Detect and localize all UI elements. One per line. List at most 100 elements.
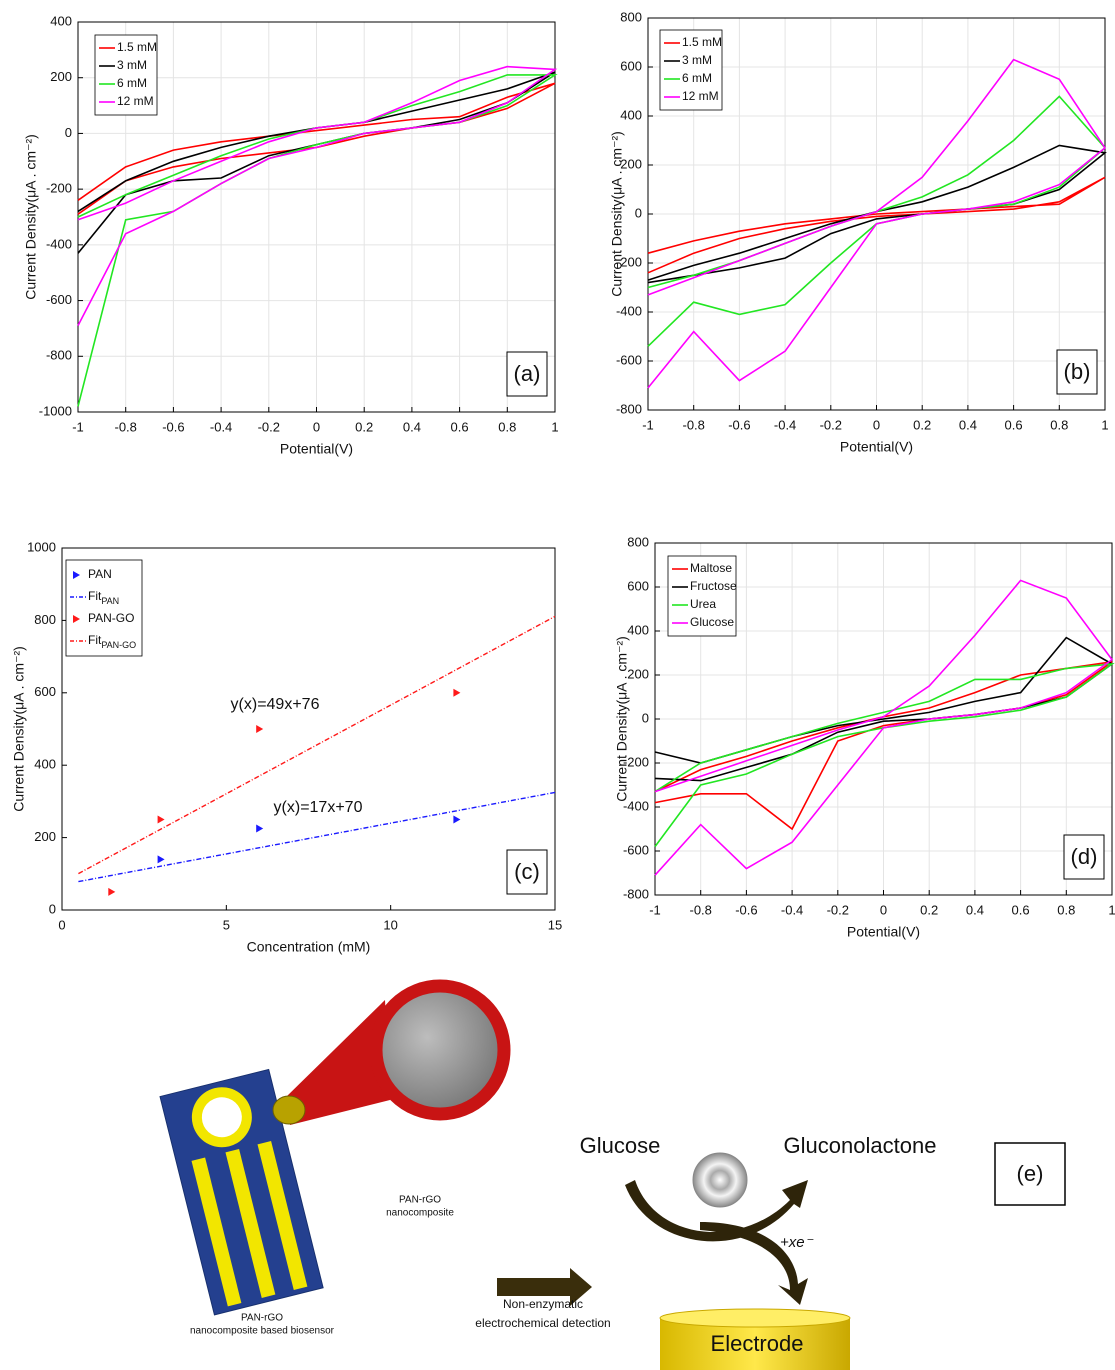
y-tick-label: 400 bbox=[627, 622, 649, 637]
x-tick-label: 10 bbox=[383, 917, 397, 932]
figure: -1-0.8-0.6-0.4-0.200.20.40.60.81-1000-80… bbox=[0, 0, 1115, 1370]
legend-label: 12 mM bbox=[117, 94, 154, 108]
y-tick-label: 0 bbox=[635, 205, 642, 220]
legend-label: 3 mM bbox=[117, 58, 147, 72]
magnified-surface bbox=[376, 986, 504, 1114]
arrow-label: electrochemical detection bbox=[475, 1316, 610, 1330]
x-tick-label: 15 bbox=[548, 917, 562, 932]
x-tick-label: 0 bbox=[58, 917, 65, 932]
legend-text: Maltose bbox=[690, 561, 732, 575]
legend-label: 6 mM bbox=[117, 76, 147, 90]
y-tick-label: 1000 bbox=[27, 539, 56, 554]
legend-text: Fit bbox=[88, 633, 102, 647]
legend-text: 6 mM bbox=[117, 76, 147, 90]
y-tick-label: 600 bbox=[34, 684, 56, 699]
legend-subscript: PAN-GO bbox=[101, 640, 136, 650]
legend-text: Fit bbox=[88, 589, 102, 603]
y-tick-label: -800 bbox=[46, 348, 72, 363]
y-tick-label: 200 bbox=[627, 666, 649, 681]
x-tick-label: 0 bbox=[313, 419, 320, 434]
y-tick-label: 200 bbox=[50, 69, 72, 84]
y-tick-label: 0 bbox=[642, 710, 649, 725]
legend-text: 12 mM bbox=[117, 94, 154, 108]
x-axis-label: Potential(V) bbox=[847, 924, 920, 940]
x-axis-label: Potential(V) bbox=[840, 439, 913, 455]
y-tick-label: 0 bbox=[49, 901, 56, 916]
x-tick-label: 5 bbox=[223, 917, 230, 932]
x-tick-label: -0.2 bbox=[820, 417, 842, 432]
legend-text: Fructose bbox=[690, 579, 737, 593]
y-tick-label: 200 bbox=[34, 829, 56, 844]
legend-text: 1.5 mM bbox=[117, 40, 157, 54]
legend-text: PAN-GO bbox=[88, 611, 134, 625]
y-axis-label: Current Density(μA . cm⁻²) bbox=[609, 131, 625, 297]
x-axis-label: Concentration (mM) bbox=[247, 939, 371, 955]
x-tick-label: -0.4 bbox=[210, 419, 232, 434]
annotation: y(x)=49x+76 bbox=[231, 696, 320, 713]
x-tick-label: 0.2 bbox=[913, 417, 931, 432]
legend-text: 6 mM bbox=[682, 71, 712, 85]
x-tick-label: -0.2 bbox=[827, 902, 849, 917]
legend-text: PAN bbox=[88, 567, 112, 581]
panel-label: (a) bbox=[514, 361, 541, 386]
legend-text: Urea bbox=[690, 597, 716, 611]
y-tick-label: 600 bbox=[620, 58, 642, 73]
x-tick-label: -0.6 bbox=[735, 902, 757, 917]
legend-label: PAN-GO bbox=[88, 611, 134, 625]
y-tick-label: 400 bbox=[620, 107, 642, 122]
x-tick-label: -1 bbox=[649, 902, 661, 917]
page: {"chart_data": [ {"type": "line", "label… bbox=[0, 0, 1115, 1370]
x-tick-label: 0.8 bbox=[1057, 902, 1075, 917]
x-tick-label: 0.8 bbox=[498, 419, 516, 434]
y-tick-label: -1000 bbox=[39, 403, 72, 418]
x-tick-label: -0.8 bbox=[689, 902, 711, 917]
x-axis-label: Potential(V) bbox=[280, 441, 353, 457]
sensor-label: nanocomposite based biosensor bbox=[190, 1326, 335, 1337]
legend-text: 1.5 mM bbox=[682, 35, 722, 49]
y-tick-label: 400 bbox=[34, 757, 56, 772]
x-tick-label: -1 bbox=[642, 417, 654, 432]
electrode-label: Electrode bbox=[711, 1331, 804, 1356]
legend-label: Fructose bbox=[690, 579, 737, 593]
x-tick-label: -0.8 bbox=[114, 419, 136, 434]
y-tick-label: -600 bbox=[616, 352, 642, 367]
x-tick-label: 0.2 bbox=[355, 419, 373, 434]
electrons: +xe⁻ bbox=[780, 1234, 814, 1251]
y-axis-label: Current Density(μA . cm⁻²) bbox=[614, 636, 630, 802]
x-tick-label: -0.2 bbox=[258, 419, 280, 434]
x-tick-label: 1 bbox=[551, 419, 558, 434]
x-tick-label: 0.6 bbox=[1012, 902, 1030, 917]
sensor-label: PAN-rGO bbox=[241, 1313, 283, 1324]
y-axis-label: Current Density(μA . cm⁻²) bbox=[23, 134, 39, 300]
diagram: PAN-rGO nanocomposite PAN-rGO nanocompos… bbox=[160, 986, 1065, 1370]
reactant: Glucose bbox=[580, 1133, 661, 1158]
panel-label: (d) bbox=[1071, 844, 1098, 869]
legend-text: 3 mM bbox=[682, 53, 712, 67]
y-tick-label: 0 bbox=[65, 125, 72, 140]
product: Gluconolactone bbox=[784, 1133, 937, 1158]
electrode-top bbox=[660, 1309, 850, 1327]
y-tick-label: -600 bbox=[623, 842, 649, 857]
x-tick-label: 1 bbox=[1108, 902, 1115, 917]
legend-text: 3 mM bbox=[117, 58, 147, 72]
x-tick-label: 0 bbox=[873, 417, 880, 432]
legend-text: Glucose bbox=[690, 615, 734, 629]
magnified-label: nanocomposite bbox=[386, 1208, 454, 1219]
x-tick-label: 0.4 bbox=[966, 902, 984, 917]
x-tick-label: 0.6 bbox=[1005, 417, 1023, 432]
y-axis-label: Current Density(μA . cm⁻²) bbox=[11, 646, 27, 812]
arrow-label: Non-enzymatic bbox=[503, 1297, 583, 1311]
panel-label: (b) bbox=[1064, 359, 1091, 384]
x-tick-label: 0.8 bbox=[1050, 417, 1068, 432]
legend-label: 6 mM bbox=[682, 71, 712, 85]
legend-label: 1.5 mM bbox=[117, 40, 157, 54]
y-tick-label: 600 bbox=[627, 578, 649, 593]
panel-label: (e) bbox=[1017, 1161, 1044, 1186]
y-tick-label: -800 bbox=[623, 886, 649, 901]
working-electrode bbox=[273, 1096, 305, 1124]
x-tick-label: 0.4 bbox=[959, 417, 977, 432]
x-tick-label: -0.6 bbox=[162, 419, 184, 434]
x-tick-label: -0.4 bbox=[781, 902, 803, 917]
molecule bbox=[693, 1153, 747, 1207]
legend-label: Urea bbox=[690, 597, 716, 611]
